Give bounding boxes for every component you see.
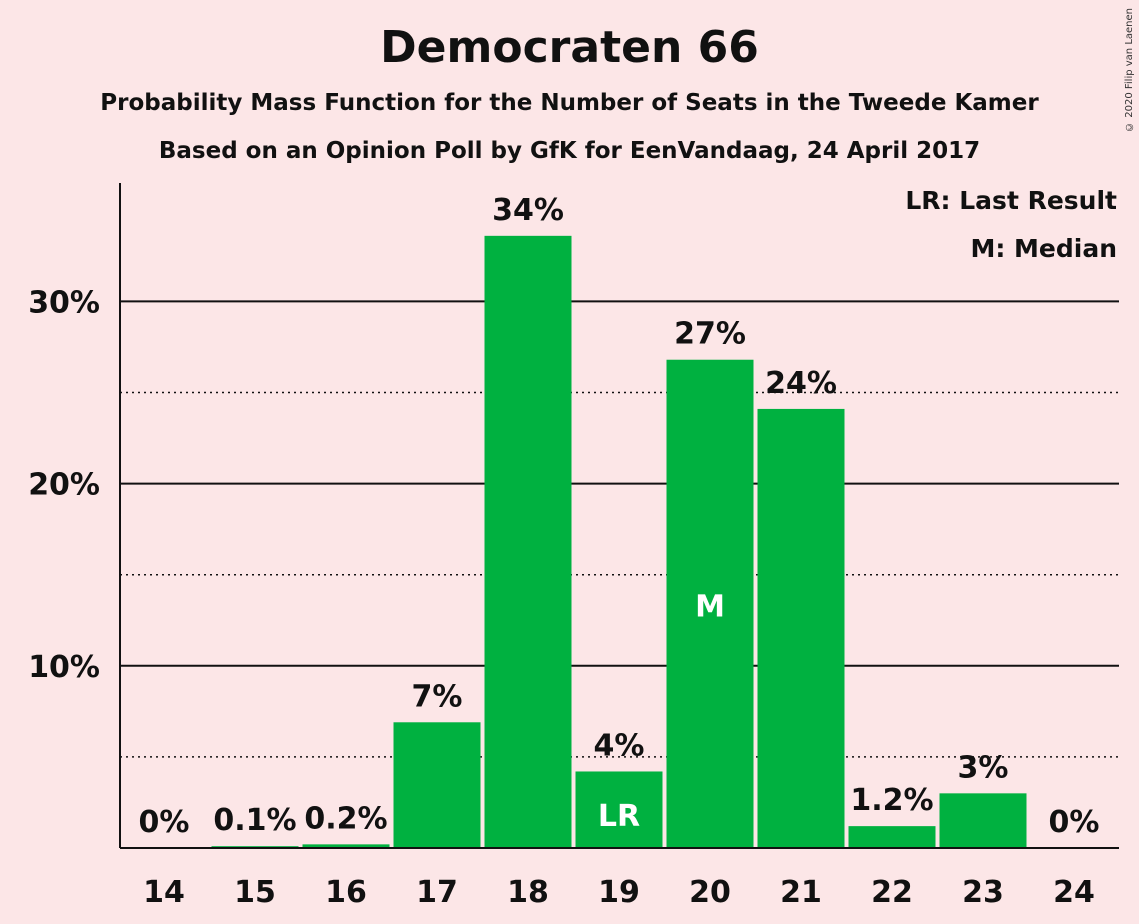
last-result-marker: LR xyxy=(598,799,640,834)
bar xyxy=(666,359,754,848)
chart-title: Democraten 66 xyxy=(380,22,759,73)
data-label: 0% xyxy=(1049,805,1100,840)
y-tick-label: 10% xyxy=(28,650,100,685)
legend-median: M: Median xyxy=(970,234,1117,263)
x-tick-label: 21 xyxy=(780,875,822,910)
x-tick-label: 18 xyxy=(507,875,549,910)
bar xyxy=(484,235,572,848)
data-label: 0.1% xyxy=(213,803,296,838)
x-tick-label: 23 xyxy=(962,875,1004,910)
legend-last-result: LR: Last Result xyxy=(905,186,1117,215)
x-tick-label: 16 xyxy=(325,875,367,910)
bar xyxy=(757,408,845,848)
chart-subtitle: Probability Mass Function for the Number… xyxy=(100,90,1039,116)
y-tick-label: 30% xyxy=(28,285,100,320)
data-label: 3% xyxy=(958,750,1009,785)
x-tick-label: 15 xyxy=(234,875,276,910)
data-label: 7% xyxy=(412,679,463,714)
x-tick-label: 24 xyxy=(1053,875,1095,910)
chart-source-subtitle: Based on an Opinion Poll by GfK for EenV… xyxy=(158,138,981,164)
data-label: 4% xyxy=(594,728,645,763)
data-label: 24% xyxy=(765,366,837,401)
x-tick-label: 14 xyxy=(143,875,185,910)
x-tick-label: 20 xyxy=(689,875,731,910)
data-label: 34% xyxy=(492,193,564,228)
x-tick-label: 17 xyxy=(416,875,458,910)
data-label: 0.2% xyxy=(304,801,387,836)
x-tick-label: 22 xyxy=(871,875,913,910)
bar xyxy=(575,771,663,848)
bar xyxy=(302,844,390,848)
median-marker: M xyxy=(695,590,725,625)
bar xyxy=(848,826,936,848)
y-tick-label: 20% xyxy=(28,468,100,503)
data-label: 1.2% xyxy=(850,783,933,818)
bar xyxy=(939,793,1027,848)
bar xyxy=(393,722,481,848)
x-tick-label: 19 xyxy=(598,875,640,910)
data-label: 0% xyxy=(139,805,190,840)
data-label: 27% xyxy=(674,317,746,352)
